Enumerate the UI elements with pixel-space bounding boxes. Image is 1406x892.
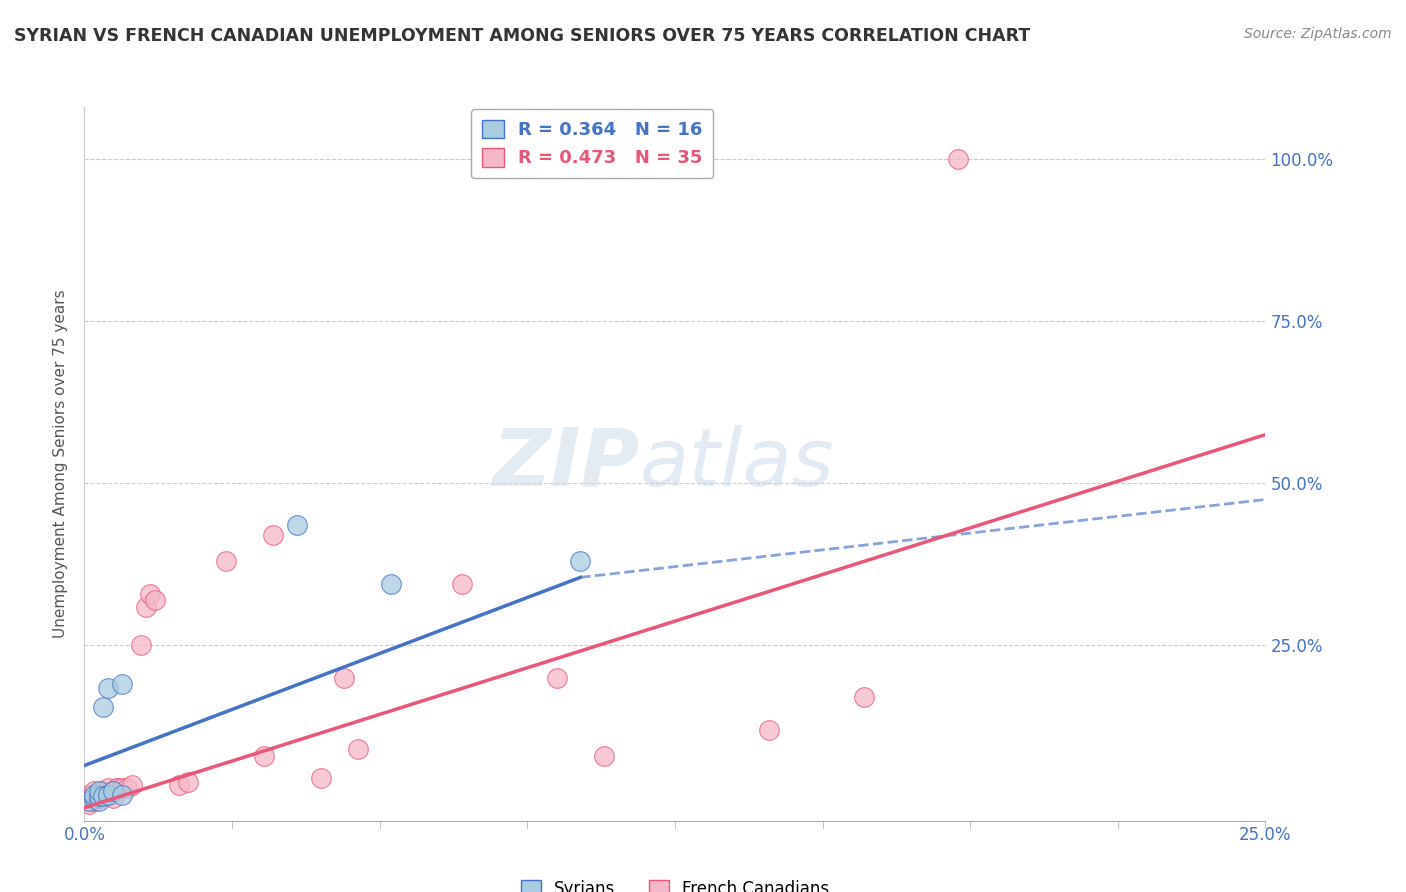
Point (87, 789, 110, 803)
Point (101, 791, 124, 805)
Point (333, 671, 356, 685)
Point (309, 772, 332, 786)
Point (139, 586, 162, 600)
Point (111, 781, 134, 796)
Point (97, 788, 120, 802)
Text: atlas: atlas (640, 425, 834, 503)
Point (167, 778, 190, 792)
Point (111, 677, 134, 691)
Point (215, 554, 238, 568)
Point (852, 690, 875, 705)
Point (97, 681, 120, 695)
Point (253, 748, 276, 763)
Point (347, 742, 370, 756)
Point (77, 797, 100, 812)
Point (593, 748, 616, 763)
Point (97, 781, 120, 796)
Point (83, 788, 105, 802)
Text: Source: ZipAtlas.com: Source: ZipAtlas.com (1244, 27, 1392, 41)
Legend: Syrians, French Canadians: Syrians, French Canadians (515, 873, 835, 892)
Point (91, 788, 114, 802)
Point (129, 639, 152, 653)
Text: SYRIAN VS FRENCH CANADIAN UNEMPLOYMENT AMONG SENIORS OVER 75 YEARS CORRELATION C: SYRIAN VS FRENCH CANADIAN UNEMPLOYMENT A… (14, 27, 1031, 45)
Point (121, 778, 143, 792)
Point (87, 784, 110, 798)
Point (143, 593, 166, 607)
Point (107, 781, 129, 796)
Text: ZIP: ZIP (492, 425, 640, 503)
Point (115, 781, 138, 796)
Point (83, 784, 105, 798)
Point (77, 788, 100, 802)
Point (83, 791, 105, 805)
Point (83, 794, 105, 808)
Point (101, 784, 124, 798)
Point (77, 794, 100, 808)
Point (87, 791, 110, 805)
Point (101, 784, 124, 798)
Point (135, 599, 157, 614)
Point (91, 700, 114, 714)
Point (107, 781, 129, 796)
Point (87, 788, 110, 802)
Point (111, 788, 134, 802)
Point (758, 723, 780, 737)
Point (569, 554, 592, 568)
Point (87, 794, 110, 808)
Point (948, 152, 970, 166)
Point (546, 671, 568, 685)
Point (285, 518, 308, 533)
Point (97, 788, 120, 802)
Point (451, 577, 474, 591)
Point (91, 789, 114, 803)
Point (380, 577, 402, 591)
Point (91, 784, 114, 798)
Y-axis label: Unemployment Among Seniors over 75 years: Unemployment Among Seniors over 75 years (53, 290, 69, 638)
Point (262, 528, 284, 542)
Point (177, 774, 200, 789)
